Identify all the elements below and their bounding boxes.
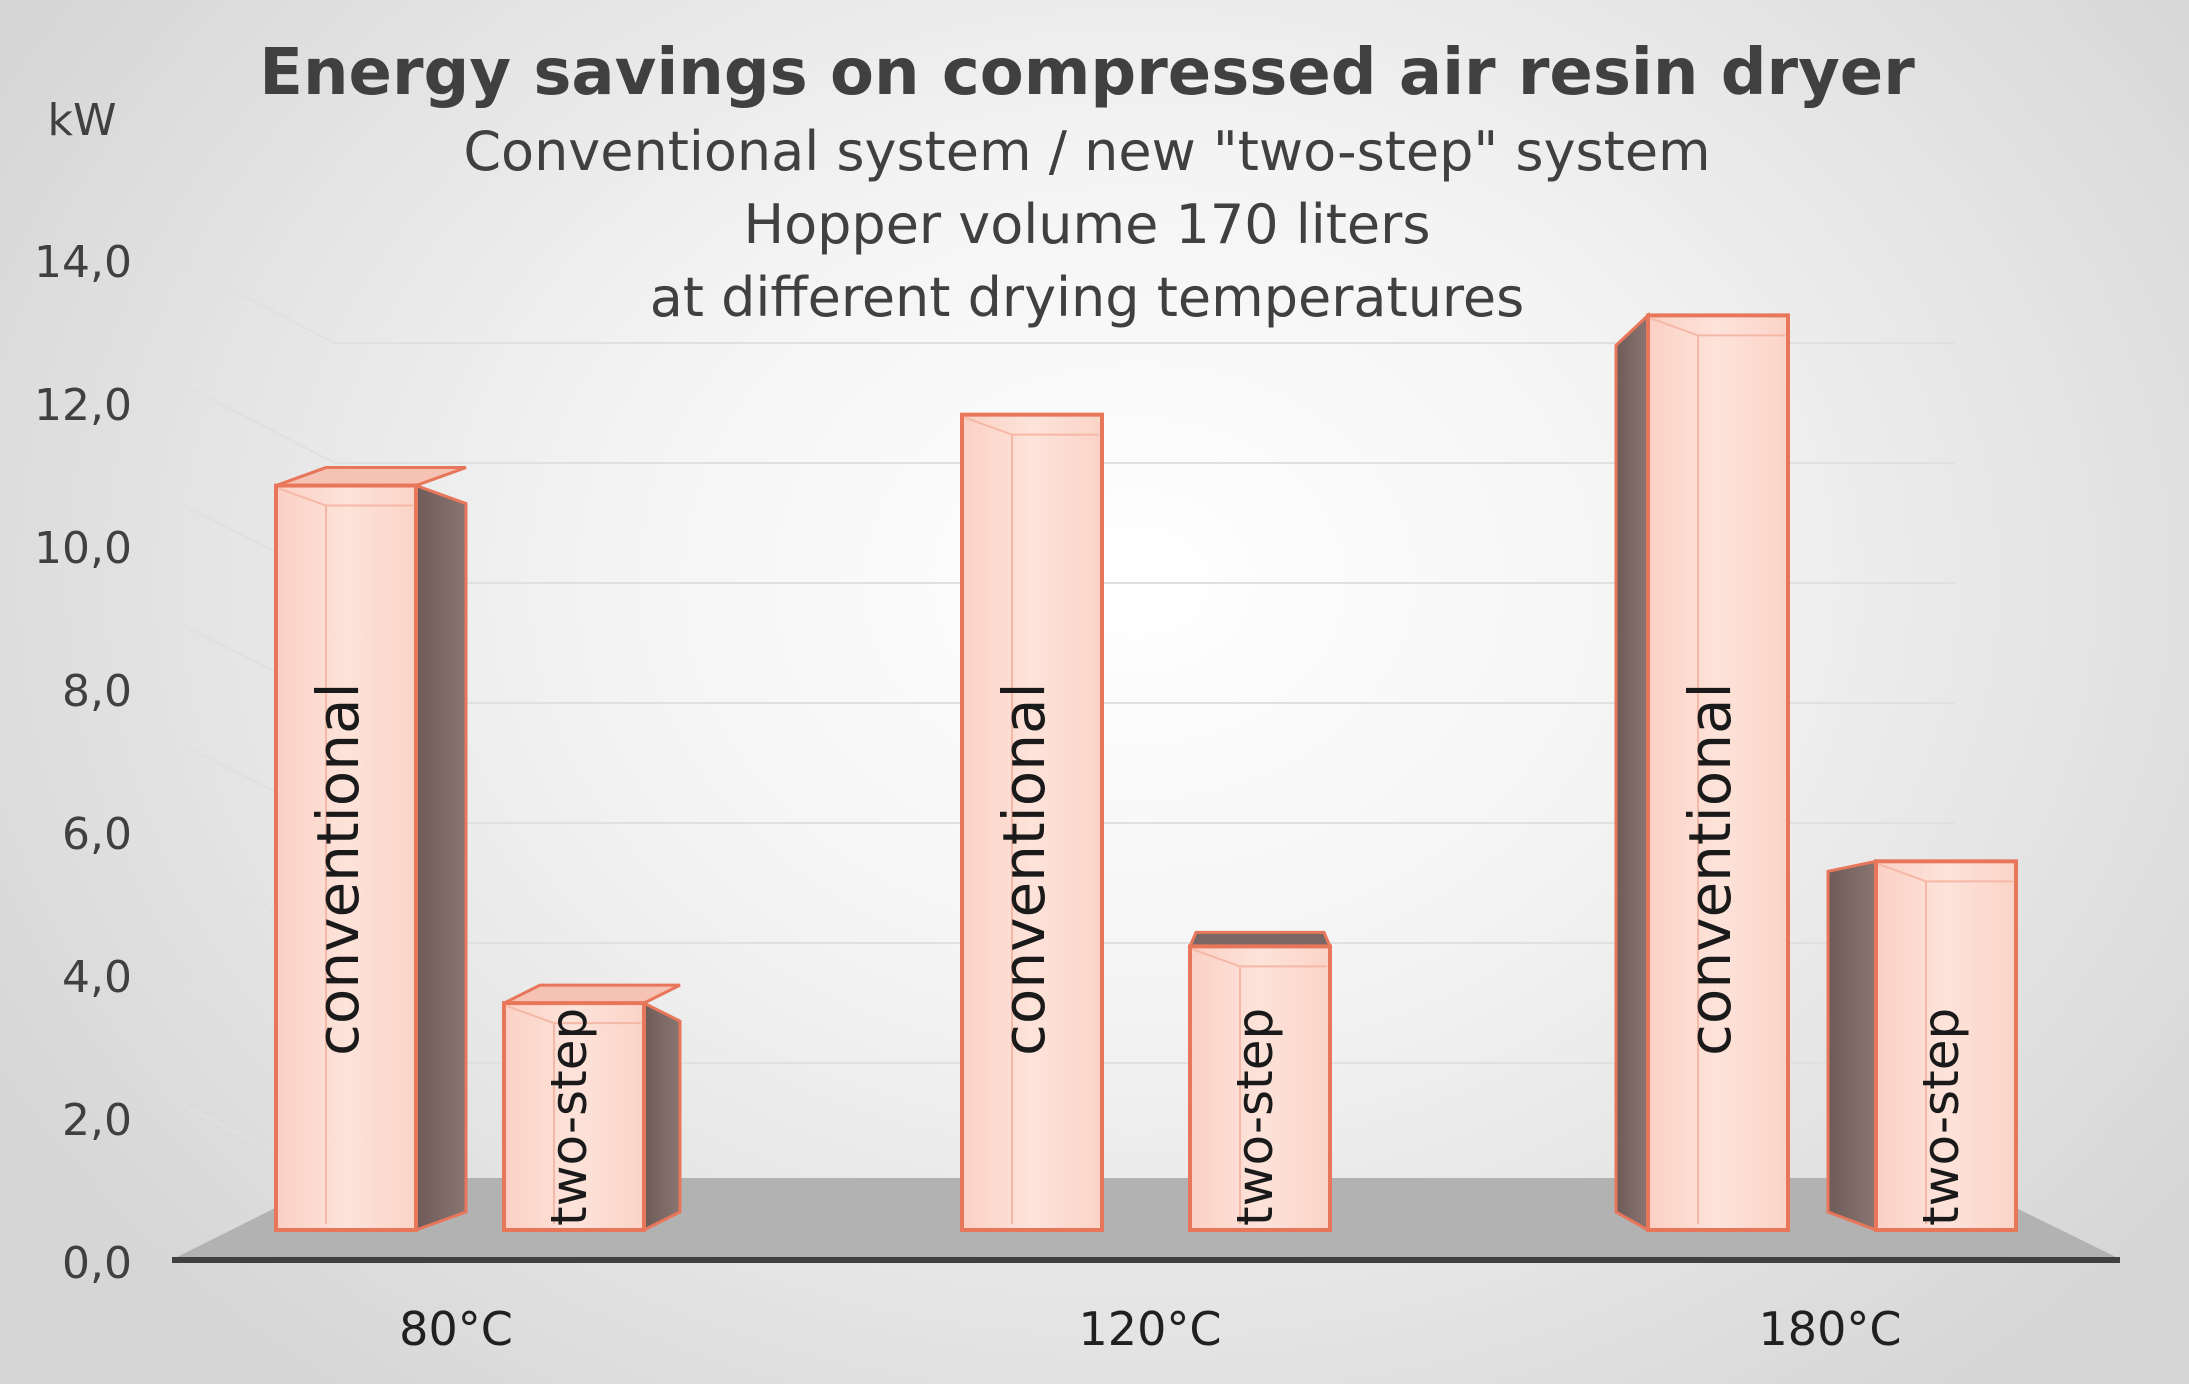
bar-label: conventional	[990, 682, 1058, 1056]
gridline	[179, 262, 1955, 344]
bar-front-face	[274, 483, 418, 1232]
bar-top-face	[1187, 930, 1333, 948]
gridline	[179, 382, 1955, 464]
chart-subtitle-line-1: Conventional system / new "two-step" sys…	[463, 120, 1710, 183]
chart-subtitle-line-2: Hopper volume 170 liters	[744, 193, 1431, 256]
bar-label: two-step	[1912, 1008, 1970, 1226]
bar-two-step: two-step	[1187, 930, 1333, 1233]
x-category-label: 80°C	[399, 1302, 513, 1356]
bar-front-face	[502, 1001, 646, 1232]
y-axis-label: kW	[48, 95, 117, 146]
bar-side-face	[1826, 859, 1878, 1233]
y-tick-label: 0,0	[62, 1238, 132, 1289]
y-tick-label: 10,0	[34, 523, 132, 574]
y-tick-label: 6,0	[62, 809, 132, 860]
y-tick-label: 8,0	[62, 666, 132, 717]
bar-conventional: conventional	[960, 412, 1104, 1232]
bar-conventional: conventional	[274, 466, 468, 1233]
bar-label: two-step	[540, 1008, 598, 1226]
bar-front-face	[1874, 859, 2018, 1232]
bar-front-face	[1188, 944, 1332, 1233]
bar-label: two-step	[1226, 1008, 1284, 1226]
bar-side-face	[414, 483, 468, 1233]
x-axis-categories: 80°C 120°C 180°C	[399, 1302, 1901, 1356]
bar-conventional: conventional	[1614, 311, 1790, 1233]
chart-subtitle-line-3: at different drying temperatures	[650, 266, 1525, 329]
bar-label: conventional	[1676, 682, 1744, 1056]
y-tick-label: 12,0	[34, 380, 132, 431]
y-tick-label: 2,0	[62, 1095, 132, 1146]
chart-title: Energy savings on compressed air resin d…	[259, 36, 1915, 110]
y-tick-label: 4,0	[62, 952, 132, 1003]
bar-two-step: two-step	[502, 983, 682, 1233]
bar-two-step: two-step	[1826, 859, 2018, 1233]
bar-front-face	[960, 412, 1104, 1232]
y-axis-ticks: 0,0 2,0 4,0 6,0 8,0 10,0 12,0 14,0	[34, 237, 132, 1289]
bar-label: conventional	[304, 682, 372, 1056]
bar-front-face	[1646, 313, 1790, 1232]
y-tick-label: 14,0	[34, 237, 132, 288]
bar-top-face	[503, 983, 681, 1005]
bars: conventional two-step conventional two-step…	[274, 311, 2018, 1233]
bar-top-face	[275, 466, 467, 488]
x-category-label: 180°C	[1759, 1302, 1902, 1356]
bar-side-face	[1614, 311, 1650, 1233]
x-category-label: 120°C	[1079, 1302, 1222, 1356]
bar-side-face	[642, 1000, 682, 1233]
